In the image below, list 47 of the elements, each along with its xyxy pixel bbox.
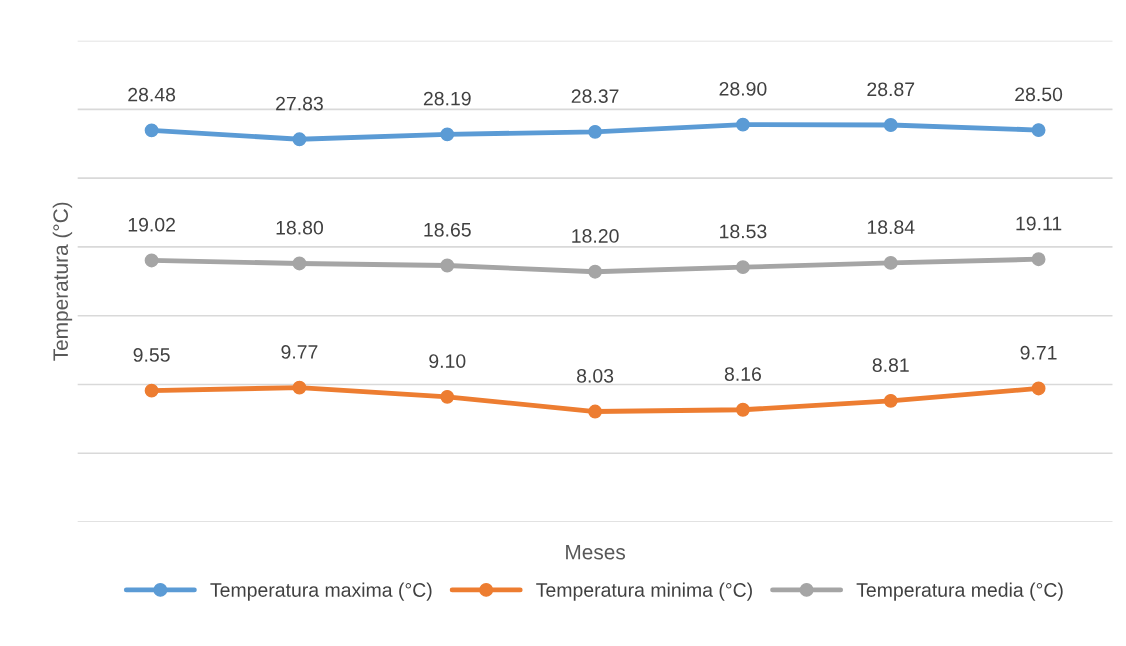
point — [735, 260, 750, 275]
data-label: 18.84 — [867, 220, 915, 235]
data-label: 9.71 — [1020, 345, 1057, 360]
point — [144, 383, 159, 398]
point — [292, 256, 307, 271]
y-axis-title: Temperatura (°C) — [52, 202, 73, 361]
data-label: 9.10 — [429, 354, 466, 368]
data-label: 18.65 — [424, 222, 471, 237]
point — [588, 264, 603, 279]
point — [292, 380, 307, 395]
legend-label: Temperatura maxima (°C) — [210, 582, 432, 601]
data-label: 28.50 — [1015, 87, 1063, 102]
data-label: 28.48 — [128, 87, 176, 102]
point — [735, 117, 750, 132]
data-label: 18.53 — [720, 224, 767, 239]
point — [440, 258, 455, 273]
x-axis-title: Meses — [566, 544, 626, 560]
data-label: 9.77 — [281, 345, 318, 359]
data-label: 27.83 — [276, 96, 323, 111]
data-label: 19.02 — [128, 217, 175, 232]
data-label: 18.20 — [572, 229, 619, 243]
point — [440, 127, 455, 142]
data-label: 28.87 — [867, 82, 915, 97]
legend-label: Temperatura media (°C) — [856, 582, 1063, 601]
data-label: 28.37 — [571, 89, 619, 104]
point — [1031, 252, 1046, 267]
legend-label: Temperatura minima (°C) — [536, 582, 752, 601]
data-label: 28.90 — [719, 81, 767, 96]
data-label: 18.80 — [276, 220, 324, 235]
point — [144, 253, 159, 268]
data-label: 8.16 — [724, 367, 761, 381]
point — [1031, 123, 1046, 138]
point — [588, 404, 603, 419]
point — [735, 402, 750, 417]
point — [883, 255, 898, 270]
point — [883, 118, 898, 132]
point — [440, 389, 455, 404]
point — [883, 393, 898, 408]
point — [144, 123, 159, 138]
data-label: 8.81 — [872, 358, 909, 372]
data-label: 28.19 — [423, 91, 471, 106]
data-label: 9.55 — [133, 348, 170, 362]
point — [292, 132, 307, 147]
point — [588, 124, 603, 139]
point — [1031, 381, 1046, 396]
data-label: 19.11 — [1016, 216, 1062, 231]
data-label: 8.03 — [577, 368, 614, 383]
